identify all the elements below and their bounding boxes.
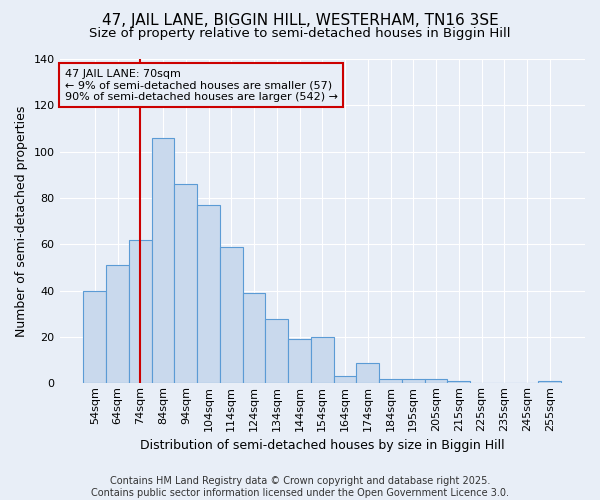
- Bar: [402, 379, 425, 384]
- X-axis label: Distribution of semi-detached houses by size in Biggin Hill: Distribution of semi-detached houses by …: [140, 440, 505, 452]
- Text: Contains HM Land Registry data © Crown copyright and database right 2025.
Contai: Contains HM Land Registry data © Crown c…: [91, 476, 509, 498]
- Bar: [311, 337, 334, 384]
- Bar: [152, 138, 175, 384]
- Text: Size of property relative to semi-detached houses in Biggin Hill: Size of property relative to semi-detach…: [89, 28, 511, 40]
- Bar: [448, 381, 470, 384]
- Bar: [288, 340, 311, 384]
- Bar: [334, 376, 356, 384]
- Bar: [220, 246, 242, 384]
- Bar: [356, 362, 379, 384]
- Bar: [106, 265, 129, 384]
- Bar: [83, 290, 106, 384]
- Bar: [242, 293, 265, 384]
- Y-axis label: Number of semi-detached properties: Number of semi-detached properties: [15, 106, 28, 337]
- Text: 47, JAIL LANE, BIGGIN HILL, WESTERHAM, TN16 3SE: 47, JAIL LANE, BIGGIN HILL, WESTERHAM, T…: [101, 12, 499, 28]
- Bar: [265, 318, 288, 384]
- Bar: [129, 240, 152, 384]
- Bar: [538, 381, 561, 384]
- Bar: [425, 379, 448, 384]
- Bar: [379, 379, 402, 384]
- Bar: [197, 205, 220, 384]
- Bar: [175, 184, 197, 384]
- Text: 47 JAIL LANE: 70sqm
← 9% of semi-detached houses are smaller (57)
90% of semi-de: 47 JAIL LANE: 70sqm ← 9% of semi-detache…: [65, 68, 338, 102]
